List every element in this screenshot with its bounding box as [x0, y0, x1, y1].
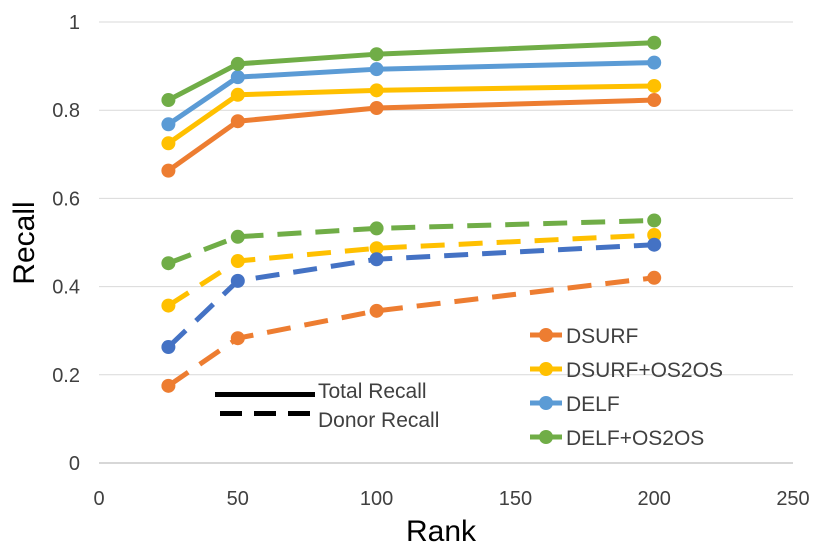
y-axis-title: Recall: [8, 201, 41, 284]
series-dsurf-os2os-total: [161, 78, 662, 151]
data-point: [369, 221, 384, 236]
legend-label: DELF: [566, 393, 620, 416]
gridlines: [99, 21, 793, 376]
y-tick-label: 0.4: [52, 277, 80, 299]
data-point: [369, 100, 384, 115]
data-point: [230, 273, 245, 288]
style-legend-donor-recall: Donor Recall: [318, 409, 439, 432]
data-point: [161, 163, 176, 178]
data-point: [161, 298, 176, 313]
data-point: [369, 303, 384, 318]
data-point: [230, 229, 245, 244]
data-point: [369, 47, 384, 62]
data-point: [369, 83, 384, 98]
legend-item-delf-os2os: DELF+OS2OS: [530, 427, 704, 450]
data-point: [647, 237, 662, 252]
y-tick-label: 0.6: [52, 188, 80, 210]
data-point: [647, 213, 662, 228]
data-point: [161, 256, 176, 271]
series-delf-donor: [161, 237, 662, 355]
series-legend: DSURF DSURF+OS2OS DELF DELF+OS2OS: [530, 325, 723, 450]
series-line: [166, 97, 655, 173]
y-tick-labels: 0 0.2 0.4 0.6 0.8 1: [52, 12, 80, 475]
data-point: [647, 228, 662, 243]
data-point: [647, 78, 662, 93]
legend-label: DSURF: [566, 325, 638, 348]
series-line: [167, 217, 655, 266]
data-point: [369, 252, 384, 267]
data-point: [647, 270, 662, 285]
series-dsurf-donor: [161, 270, 662, 393]
series-line: [166, 83, 655, 146]
data-point: [161, 340, 176, 355]
data-point: [161, 378, 176, 393]
legend-item-dsurf-os2os: DSURF+OS2OS: [530, 359, 723, 382]
series-layer: [161, 35, 662, 393]
x-tick-label: 50: [227, 488, 249, 510]
series-dsurf-os2os-donor: [161, 228, 662, 313]
style-legend-total-recall: Total Recall: [318, 380, 427, 403]
x-tick-label: 0: [93, 488, 104, 510]
data-point: [647, 35, 662, 50]
series-line: [167, 232, 655, 308]
series-line: [166, 275, 655, 388]
y-tick-label: 1: [69, 12, 80, 34]
data-point: [369, 62, 384, 77]
legend-item-dsurf: DSURF: [530, 325, 638, 348]
y-tick-label: 0.2: [52, 365, 80, 387]
y-tick-label: 0: [69, 453, 80, 475]
data-point: [647, 55, 662, 70]
series-line: [167, 40, 655, 103]
data-point: [230, 254, 245, 269]
y-tick-label: 0.8: [52, 100, 80, 122]
x-tick-label: 250: [776, 488, 809, 510]
data-point: [230, 331, 245, 346]
legend-swatch-marker: [539, 328, 553, 342]
x-tick-labels: 0 50 100 150 200 250: [93, 488, 809, 510]
x-axis-title: Rank: [406, 515, 477, 548]
legend-item-delf: DELF: [530, 393, 620, 416]
x-tick-label: 200: [638, 488, 671, 510]
series-line: [166, 242, 655, 349]
series-dsurf-total: [161, 93, 662, 178]
data-point: [230, 56, 245, 71]
series-line: [166, 60, 655, 127]
line-style-legend: Total Recall Donor Recall: [215, 380, 439, 432]
data-point: [161, 117, 176, 132]
legend-swatch-marker: [539, 430, 553, 444]
data-point: [647, 93, 662, 108]
data-point: [230, 114, 245, 129]
x-tick-label: 150: [499, 488, 532, 510]
legend-swatch-marker: [539, 396, 553, 410]
data-point: [230, 70, 245, 85]
x-tick-label: 100: [360, 488, 393, 510]
series-delf-os2os-total: [161, 35, 662, 108]
series-delf-total: [161, 55, 662, 132]
series-delf-os2os-donor: [161, 213, 662, 271]
legend-label: DELF+OS2OS: [566, 427, 704, 450]
data-point: [161, 93, 176, 108]
data-point: [161, 136, 176, 151]
legend-label: DSURF+OS2OS: [566, 359, 723, 382]
legend-swatch-marker: [539, 362, 553, 376]
data-point: [369, 241, 384, 256]
data-point: [230, 87, 245, 102]
